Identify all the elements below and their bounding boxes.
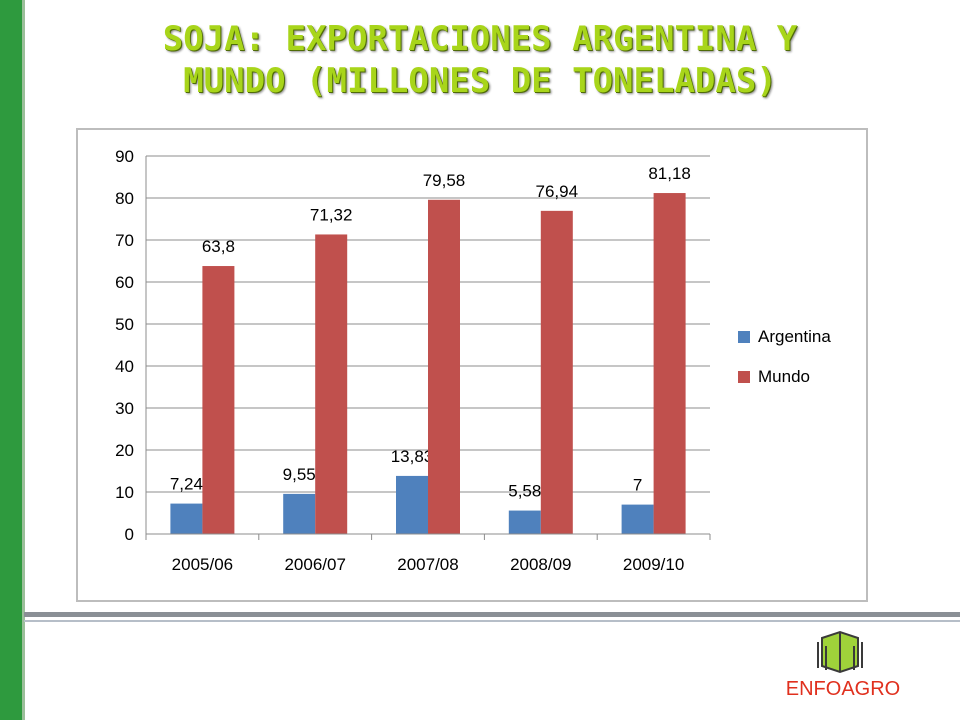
title-line-2: MUNDO (MILLONES DE TONELADAS) <box>183 61 777 101</box>
data-label: 71,32 <box>310 205 353 224</box>
x-tick-label: 2008/09 <box>510 555 571 574</box>
data-label: 81,18 <box>648 164 691 183</box>
bar-argentina <box>508 510 541 534</box>
y-tick-label: 60 <box>115 273 134 292</box>
bar-chart: 0 10 20 30 40 50 60 70 80 90 2005/06 7,24 63,8 2006/0… <box>115 147 831 574</box>
bar-argentina <box>283 493 316 534</box>
page-title: SOJA: EXPORTACIONES ARGENTINA Y MUNDO (M… <box>40 18 920 102</box>
x-tick-label: 2009/10 <box>623 555 684 574</box>
y-tick-label: 30 <box>115 399 134 418</box>
logo-text: ENFOAGRO <box>785 678 901 700</box>
y-tick-label: 0 <box>125 525 134 544</box>
data-label: 7 <box>633 476 642 495</box>
left-accent-bar <box>0 0 25 720</box>
y-tick-label: 50 <box>115 315 134 334</box>
enfoagro-logo: ENFOAGRO <box>778 628 908 708</box>
data-label: 79,58 <box>423 171 466 190</box>
chart-frame: 0 10 20 30 40 50 60 70 80 90 2005/06 7,24 63,8 2006/0… <box>76 128 868 602</box>
legend-label: Mundo <box>758 367 810 386</box>
y-tick-label: 10 <box>115 483 134 502</box>
x-tick-label: 2007/08 <box>397 555 458 574</box>
bar-argentina <box>396 475 428 534</box>
y-tick-label: 90 <box>115 147 134 166</box>
x-tick-label: 2006/07 <box>284 555 345 574</box>
y-tick-label: 40 <box>115 357 134 376</box>
legend-swatch <box>738 371 750 383</box>
bar-argentina <box>621 504 654 534</box>
data-label: 13,83 <box>391 447 434 466</box>
legend-swatch <box>738 331 750 343</box>
data-label: 76,94 <box>536 182 579 201</box>
data-label: 63,8 <box>202 237 235 256</box>
bar-mundo <box>428 199 460 534</box>
footer-divider-thin <box>24 620 960 622</box>
bar-mundo <box>653 193 686 534</box>
bar-mundo <box>315 234 348 534</box>
bar-mundo <box>202 266 235 534</box>
x-tick-label: 2005/06 <box>172 555 233 574</box>
data-label: 5,58 <box>508 482 541 501</box>
legend-label: Argentina <box>758 327 831 346</box>
data-label: 9,55 <box>283 465 316 484</box>
data-label: 7,24 <box>170 475 203 494</box>
y-tick-label: 70 <box>115 231 134 250</box>
bar-mundo <box>540 210 573 534</box>
title-line-1: SOJA: EXPORTACIONES ARGENTINA Y <box>162 19 798 59</box>
y-tick-label: 20 <box>115 441 134 460</box>
footer-divider <box>24 612 960 617</box>
book-icon <box>817 630 863 674</box>
y-tick-label: 80 <box>115 189 134 208</box>
bar-argentina <box>170 503 203 534</box>
